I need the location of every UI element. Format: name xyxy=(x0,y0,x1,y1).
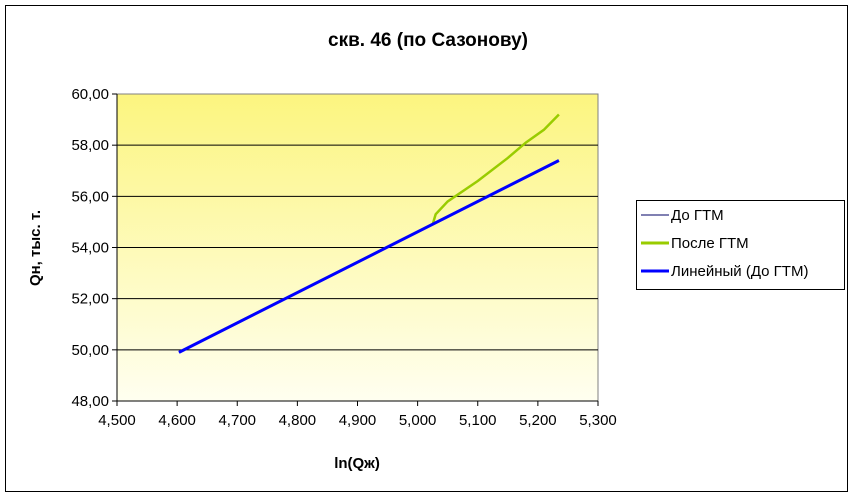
series-line-2 xyxy=(178,159,560,354)
x-tick-label: 4,600 xyxy=(158,412,196,429)
y-tick-label: 50,00 xyxy=(71,342,109,359)
x-axis-label: ln(Qж) xyxy=(334,455,380,472)
x-tick-label: 5,300 xyxy=(579,412,617,429)
x-tick-label: 4,800 xyxy=(279,412,317,429)
y-tick-label: 48,00 xyxy=(71,393,109,410)
y-tick-label: 60,00 xyxy=(71,86,109,103)
y-axis-label: Qн, тыс. т. xyxy=(27,210,44,286)
x-tick-label: 4,500 xyxy=(98,412,136,429)
y-tick-label: 52,00 xyxy=(71,291,109,308)
legend-label: Линейный (До ГТМ) xyxy=(671,262,809,280)
x-tick-label: 5,100 xyxy=(459,412,497,429)
legend: До ГТМ После ГТМ Линейный (До ГТМ) xyxy=(636,200,845,290)
series-line-1 xyxy=(431,113,560,225)
legend-swatch xyxy=(641,241,669,245)
legend-item: Линейный (До ГТМ) xyxy=(637,257,844,285)
x-tick-label: 4,700 xyxy=(218,412,256,429)
legend-item: До ГТМ xyxy=(637,201,844,229)
x-tick-label: 5,200 xyxy=(519,412,557,429)
chart-frame xyxy=(5,5,848,492)
legend-label: После ГТМ xyxy=(671,234,749,252)
y-tick-label: 58,00 xyxy=(71,137,109,154)
y-tick-label: 56,00 xyxy=(71,188,109,205)
legend-swatch xyxy=(641,214,669,216)
chart-title: скв. 46 (по Сазонову) xyxy=(328,30,528,51)
x-tick-label: 5,000 xyxy=(399,412,437,429)
y-tick-label: 54,00 xyxy=(71,240,109,257)
legend-item: После ГТМ xyxy=(637,229,844,257)
legend-label: До ГТМ xyxy=(671,206,724,224)
x-tick-label: 4,900 xyxy=(339,412,377,429)
legend-swatch xyxy=(641,269,669,273)
